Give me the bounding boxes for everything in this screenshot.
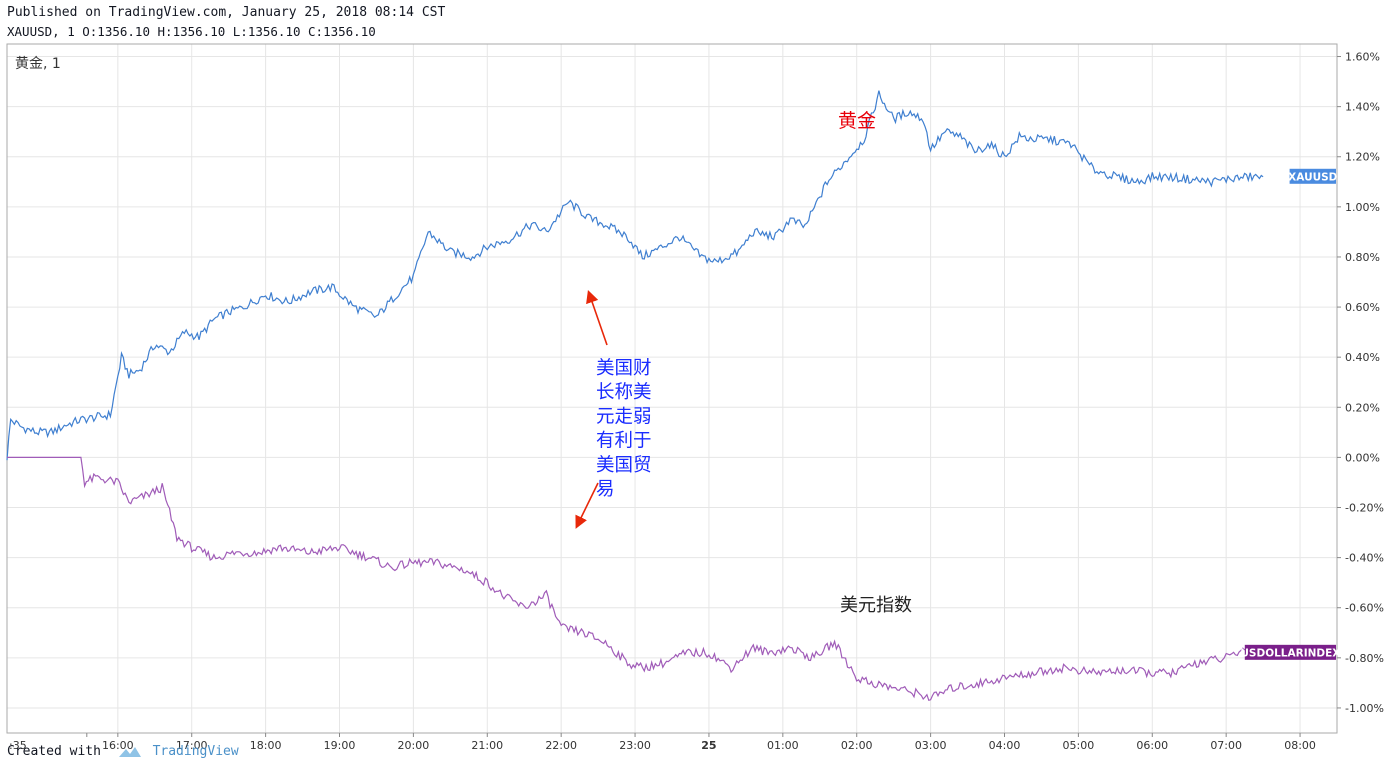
y-tick-label: -0.40%	[1345, 552, 1384, 565]
annotation-note-line: 美国贸	[596, 455, 652, 476]
grid	[7, 44, 1337, 733]
x-tick-label: 03:00	[915, 739, 947, 752]
y-tick-label: -0.60%	[1345, 602, 1384, 615]
y-tick-label: 1.40%	[1345, 101, 1380, 114]
y-tick-label: -0.80%	[1345, 652, 1384, 665]
y-tick-label: -0.20%	[1345, 502, 1384, 515]
series-end-label-bg	[1244, 644, 1336, 660]
series-line-xauusd	[6, 90, 1264, 461]
gold-label: 黄金	[838, 110, 876, 132]
annotation-note-line: 易	[596, 479, 615, 500]
x-tick-label: 01:00	[767, 739, 799, 752]
footer: Created with TradingView	[7, 744, 239, 759]
published-header: Published on TradingView.com, January 25…	[7, 5, 446, 20]
x-axis: :35 16:00 17:00 18:00 19:00 20:00 21:00 22:00 23…	[9, 733, 1316, 752]
pane-label: 黄金, 1	[15, 55, 61, 72]
y-tick-label: 0.80%	[1345, 251, 1380, 264]
x-tick-label: 04:00	[989, 739, 1021, 752]
x-tick-label: 22:00	[545, 739, 577, 752]
ohlc-header: XAUUSD, 1 O:1356.10 H:1356.10 L:1356.10 …	[7, 24, 376, 39]
x-tick-label: 25	[701, 739, 716, 752]
arrow-up	[586, 289, 608, 346]
annotation-note-line: 美国财	[596, 358, 652, 379]
y-tick-label: 0.20%	[1345, 401, 1380, 414]
x-tick-label: 02:00	[841, 739, 873, 752]
x-tick-label: 19:00	[324, 739, 356, 752]
y-tick-label: 0.60%	[1345, 301, 1380, 314]
tradingview-logo-icon	[118, 746, 141, 757]
annotation-note-line: 长称美	[596, 382, 652, 403]
y-tick-label: 1.20%	[1345, 151, 1380, 164]
x-tick-label: 18:00	[250, 739, 282, 752]
x-tick-label: 17:00	[176, 739, 208, 752]
x-tick-label: 05:00	[1063, 739, 1095, 752]
series-layer: XAUUSD USDOLLARINDEX	[6, 90, 1340, 702]
x-tick-label: 08:00	[1284, 739, 1316, 752]
y-tick-label: 1.00%	[1345, 201, 1380, 214]
plot-frame	[6, 43, 1338, 734]
x-tick-label: :35	[9, 739, 27, 752]
y-tick-label: 0.00%	[1345, 451, 1380, 464]
x-tick-label: 06:00	[1136, 739, 1168, 752]
y-axis: 1.60% 1.40% 1.20% 1.00% 0.80% 0.60% 0.40% 0.20%…	[1337, 51, 1384, 715]
series-end-label: XAUUSD	[1288, 171, 1338, 183]
arrow-down	[575, 482, 599, 529]
x-tick-label: 07:00	[1210, 739, 1242, 752]
series-end-label-bg	[1289, 168, 1336, 184]
series-end-label: USDOLLARINDEX	[1240, 647, 1340, 659]
x-tick-label: 23:00	[619, 739, 651, 752]
series-line-usdollarindex	[7, 456, 1264, 702]
y-tick-label: 0.40%	[1345, 351, 1380, 364]
annotation-note-line: 元走弱	[596, 406, 652, 427]
annotation-note-line: 有利于	[596, 431, 652, 452]
x-tick-label: 21:00	[471, 739, 503, 752]
dollar-index-label: 美元指数	[840, 595, 912, 616]
footer-brand-link[interactable]: TradingView	[152, 744, 239, 759]
x-tick-label: 20:00	[398, 739, 430, 752]
footer-created-with: Created with	[7, 744, 101, 759]
y-tick-label: 1.60%	[1345, 51, 1380, 64]
y-tick-label: -1.00%	[1345, 702, 1384, 715]
